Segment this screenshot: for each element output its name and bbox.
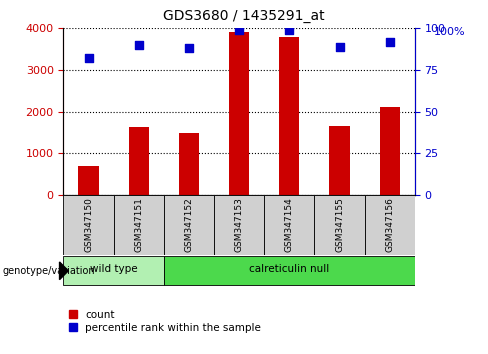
Point: [135, 42, 142, 48]
Bar: [365, 195, 415, 255]
Bar: [179, 133, 199, 195]
Y-axis label: 100%: 100%: [434, 27, 466, 37]
Bar: [114, 195, 164, 255]
Bar: [380, 107, 400, 195]
Point: [285, 27, 293, 33]
Text: GSM347150: GSM347150: [84, 197, 93, 252]
Bar: [164, 256, 415, 285]
Bar: [329, 126, 349, 195]
Text: wild type: wild type: [90, 264, 138, 274]
Bar: [264, 195, 314, 255]
Bar: [63, 195, 114, 255]
Bar: [214, 195, 264, 255]
Point: [84, 56, 92, 61]
Text: GSM347152: GSM347152: [184, 198, 193, 252]
Bar: [63, 256, 164, 285]
Text: calreticulin null: calreticulin null: [249, 264, 329, 274]
Legend: count, percentile rank within the sample: count, percentile rank within the sample: [69, 310, 261, 333]
Bar: [79, 166, 99, 195]
Bar: [229, 33, 249, 195]
Bar: [129, 127, 149, 195]
Text: GSM347153: GSM347153: [235, 197, 244, 252]
Bar: [314, 195, 365, 255]
Text: GDS3680 / 1435291_at: GDS3680 / 1435291_at: [163, 9, 325, 23]
Text: genotype/variation: genotype/variation: [2, 266, 95, 276]
Point: [386, 39, 394, 45]
Point: [235, 27, 243, 33]
Point: [336, 44, 344, 50]
Text: GSM347156: GSM347156: [385, 197, 394, 252]
Bar: [164, 195, 214, 255]
Text: GSM347151: GSM347151: [134, 197, 143, 252]
Text: GSM347154: GSM347154: [285, 198, 294, 252]
Bar: [279, 37, 299, 195]
Point: [185, 45, 193, 51]
Text: GSM347155: GSM347155: [335, 197, 344, 252]
